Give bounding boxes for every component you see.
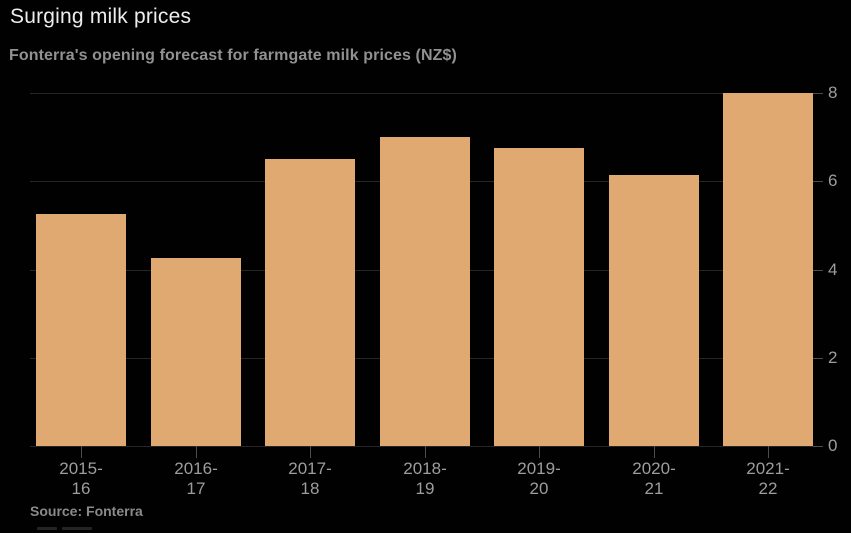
x-axis-label-line: 16 <box>71 479 91 498</box>
x-axis-label-line: 2019- <box>517 459 561 478</box>
bar-2017-18 <box>265 159 355 446</box>
x-axis-label-line: 22 <box>758 479 778 498</box>
x-axis-label-line: 20 <box>529 479 549 498</box>
bar-2018-19 <box>379 137 470 446</box>
x-axis-tick-2020-21 <box>654 446 655 458</box>
x-axis-label-line: 18 <box>300 479 320 498</box>
cropped-watermark-dash-1 <box>37 527 57 530</box>
y-axis-tick-2 <box>813 358 823 359</box>
bar-2015-16 <box>36 214 126 446</box>
y-axis-label-0: 0 <box>828 436 838 455</box>
y-axis-tick-6 <box>813 181 823 182</box>
cropped-watermark-dash-2 <box>62 527 92 530</box>
bar-2021-22 <box>723 93 813 446</box>
y-axis-tick-0 <box>813 446 823 447</box>
x-axis-label-2016-17: 2016- 17 <box>139 459 253 499</box>
x-axis-label-line: 21 <box>644 479 664 498</box>
y-axis-label-8: 8 <box>828 83 838 102</box>
x-axis-label-line: 2020- <box>632 459 676 478</box>
x-axis-label-2018-19: 2018- 19 <box>368 459 482 499</box>
x-axis-tick-2016-17 <box>196 446 197 458</box>
x-axis-tick-2017-18 <box>310 446 311 458</box>
bar-2020-21 <box>608 175 699 446</box>
y-axis-label-4: 4 <box>828 260 838 279</box>
bar-2016-17 <box>150 258 241 446</box>
y-axis-label-2: 2 <box>828 348 838 367</box>
x-axis-tick-2018-19 <box>425 446 426 458</box>
plot-area: 0 2 4 6 8 2015- 16 2016- 17 2017- 18 2018- 19 2019- 20… <box>30 83 837 498</box>
x-axis-label-2019-20: 2019- 20 <box>482 459 596 499</box>
x-axis-label-line: 2015- <box>59 459 103 478</box>
x-axis-label-line: 2017- <box>288 459 332 478</box>
gridline-y-8 <box>30 93 818 94</box>
page-title: Surging milk prices <box>10 5 192 28</box>
x-axis-tick-2021-22 <box>768 446 769 458</box>
x-axis-label-line: 2021- <box>746 459 790 478</box>
x-axis-label-2015-16: 2015- 16 <box>24 459 138 499</box>
x-axis-label-line: 19 <box>415 479 435 498</box>
x-axis-label-2017-18: 2017- 18 <box>253 459 367 499</box>
y-axis-label-6: 6 <box>828 171 838 190</box>
x-axis-label-line: 2016- <box>174 459 218 478</box>
y-axis-tick-4 <box>813 270 823 271</box>
x-axis-label-2020-21: 2020- 21 <box>597 459 711 499</box>
x-axis-label-line: 17 <box>186 479 206 498</box>
bar-2019-20 <box>494 148 584 446</box>
x-axis-label-2021-22: 2021- 22 <box>711 459 825 499</box>
x-axis-tick-2019-20 <box>539 446 540 458</box>
y-axis-tick-8 <box>813 93 823 94</box>
chart-subtitle: Fonterra's opening forecast for farmgate… <box>9 47 457 64</box>
source-note: Source: Fonterra <box>30 503 143 519</box>
gridline-y-0 <box>30 446 818 447</box>
x-axis-label-line: 2018- <box>403 459 447 478</box>
x-axis-tick-2015-16 <box>81 446 82 458</box>
